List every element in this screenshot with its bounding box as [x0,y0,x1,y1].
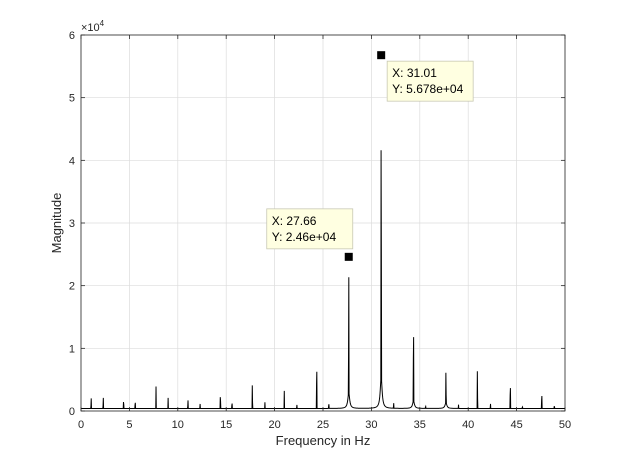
x-tick-label: 15 [220,419,232,431]
datatip-x-label: X: 31.01 [392,66,437,80]
x-axis-label: Frequency in Hz [276,433,371,448]
y-tick-label: 1 [69,343,75,355]
y-tick-label: 2 [69,281,75,293]
x-tick-label: 10 [172,419,184,431]
datatip-x-label: X: 27.66 [272,214,317,228]
y-axis-ticks: 0 1 2 3 4 5 6 [69,30,565,418]
x-axis-ticks: 0 5 10 15 20 25 30 35 40 45 50 [78,35,571,431]
datatips: X: 27.66 Y: 2.46e+04 X: 31.01 Y: 5.678e+04 [266,51,474,261]
y-tick-label: 0 [69,406,75,418]
x-tick-label: 50 [559,419,571,431]
x-tick-label: 40 [462,419,474,431]
datatip-y-label: Y: 5.678e+04 [392,82,463,96]
x-tick-label: 35 [414,419,426,431]
datatip-y-label: Y: 2.46e+04 [272,230,337,244]
y-axis-label: Magnitude [49,193,64,254]
datatip-box [266,208,354,250]
x-tick-label: 30 [365,419,377,431]
y-tick-label: 3 [69,218,75,230]
y-axis-exponent: ×104 [81,19,105,34]
datatip-marker [344,252,353,261]
datatip-marker [377,51,386,60]
y-tick-label: 4 [69,155,75,167]
x-tick-label: 5 [126,419,132,431]
y-tick-label: 6 [69,30,75,42]
x-tick-label: 20 [268,419,280,431]
datatip-box [386,60,474,102]
x-tick-label: 25 [317,419,329,431]
x-tick-label: 0 [78,419,84,431]
y-tick-label: 5 [69,93,75,105]
x-tick-label: 45 [510,419,522,431]
